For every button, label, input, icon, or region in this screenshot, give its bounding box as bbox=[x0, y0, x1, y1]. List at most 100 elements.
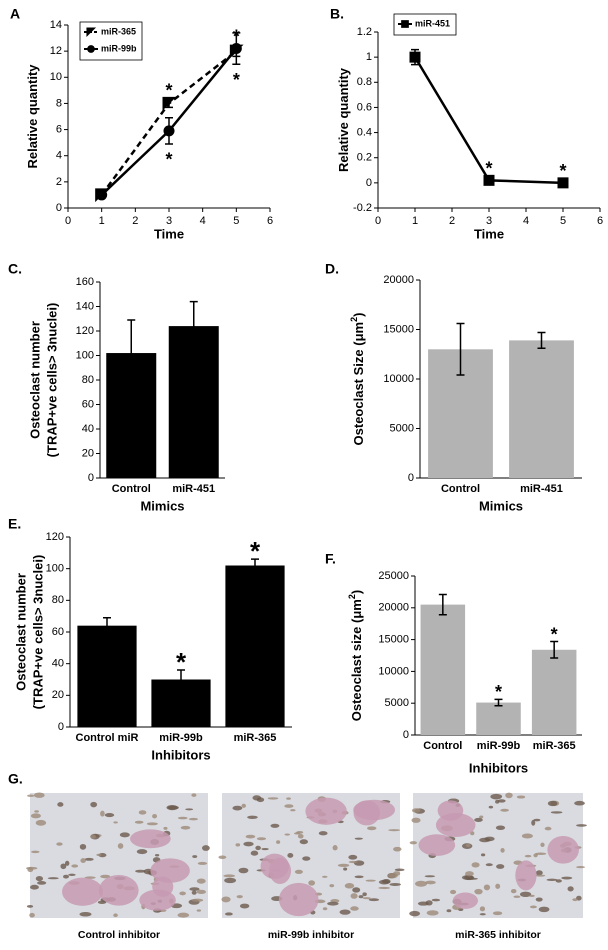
error-bar bbox=[456, 322, 465, 376]
cell bbox=[322, 907, 328, 911]
cell bbox=[154, 854, 160, 857]
cell bbox=[425, 900, 433, 906]
osteoclast bbox=[305, 797, 347, 825]
y-tick-label: 20000 bbox=[383, 274, 414, 286]
y-tick-label: 0 bbox=[366, 177, 372, 189]
cell bbox=[365, 879, 376, 882]
cell bbox=[574, 800, 585, 806]
cell bbox=[138, 810, 147, 815]
cell bbox=[224, 877, 237, 884]
x-axis-label: Time bbox=[154, 226, 184, 241]
y-axis-label-text: Osteoclast Size (μm bbox=[351, 322, 366, 446]
cell bbox=[411, 808, 421, 813]
cell bbox=[245, 834, 256, 839]
marker bbox=[401, 20, 409, 28]
cell bbox=[113, 821, 118, 824]
y-tick-label: 20000 bbox=[378, 602, 409, 614]
cell bbox=[167, 805, 179, 810]
x-tick-label: 1 bbox=[412, 215, 418, 227]
x-tick-label: 2 bbox=[449, 215, 455, 227]
bar bbox=[531, 649, 577, 735]
cell bbox=[243, 841, 254, 847]
cell bbox=[362, 897, 371, 900]
panel-label: G. bbox=[8, 771, 23, 787]
marker bbox=[86, 27, 97, 38]
y-tick-label: 0 bbox=[403, 729, 409, 741]
cell bbox=[550, 811, 563, 814]
bar bbox=[509, 340, 574, 478]
cell bbox=[332, 845, 338, 851]
panel-label: B. bbox=[330, 6, 344, 22]
cell bbox=[68, 873, 76, 876]
x-axis-label: Mimics bbox=[479, 498, 523, 513]
x-tick-label: 0 bbox=[65, 215, 71, 227]
y-tick-label: 2 bbox=[56, 176, 62, 188]
marker bbox=[230, 43, 242, 55]
cell bbox=[177, 816, 188, 820]
cell bbox=[425, 880, 436, 885]
x-tick-label: 4 bbox=[200, 215, 206, 227]
cell bbox=[488, 805, 494, 809]
y-tick-label: 120 bbox=[46, 531, 64, 543]
cell bbox=[529, 905, 537, 909]
cell bbox=[134, 820, 144, 824]
cell bbox=[100, 874, 111, 879]
cell bbox=[343, 867, 348, 871]
osteoclast bbox=[452, 892, 478, 909]
error-bar bbox=[103, 617, 111, 635]
y-tick-label: 0 bbox=[58, 721, 64, 733]
x-tick-label: miR-99b bbox=[477, 740, 521, 752]
y-axis-label-end: ) bbox=[349, 590, 364, 594]
cell bbox=[196, 909, 202, 912]
cell bbox=[535, 897, 543, 902]
x-tick-label: miR-451 bbox=[520, 483, 563, 495]
cell bbox=[367, 826, 377, 831]
bar bbox=[420, 604, 466, 735]
cell bbox=[185, 808, 194, 811]
x-tick-label: 1 bbox=[99, 215, 105, 227]
y-tick-label: 20 bbox=[82, 447, 94, 459]
cell bbox=[354, 837, 363, 840]
cell bbox=[389, 882, 401, 886]
cell bbox=[238, 867, 249, 874]
cell bbox=[96, 853, 102, 856]
cell bbox=[90, 801, 98, 808]
marker bbox=[483, 174, 495, 186]
y-tick-label: 140 bbox=[76, 300, 94, 312]
cell bbox=[223, 874, 236, 878]
cell bbox=[80, 858, 87, 863]
y-tick-label: 0 bbox=[56, 202, 62, 214]
cell bbox=[90, 834, 96, 839]
osteoclast bbox=[353, 800, 380, 826]
cell bbox=[256, 837, 267, 841]
cell bbox=[354, 875, 364, 879]
cell bbox=[276, 840, 281, 844]
significance: * bbox=[165, 150, 172, 170]
cell bbox=[60, 863, 67, 870]
y-tick-label: 0.4 bbox=[357, 126, 372, 138]
cell bbox=[196, 889, 206, 895]
x-tick-label: miR-365 bbox=[234, 732, 277, 744]
cell bbox=[547, 800, 558, 807]
osteoclast bbox=[437, 800, 464, 821]
cell bbox=[201, 845, 210, 851]
cell bbox=[337, 863, 350, 867]
cell bbox=[236, 895, 243, 899]
significance: * bbox=[485, 159, 492, 179]
cell bbox=[25, 866, 38, 870]
cell bbox=[474, 817, 483, 823]
x-tick-label: Control bbox=[112, 483, 151, 495]
y-tick-label: 10 bbox=[50, 71, 62, 83]
cell bbox=[348, 860, 358, 864]
cell bbox=[465, 843, 471, 848]
cell bbox=[424, 875, 436, 878]
y-tick-label: 0 bbox=[408, 472, 414, 484]
cell bbox=[189, 887, 200, 891]
cell bbox=[241, 803, 246, 808]
cell bbox=[318, 831, 328, 836]
significance: * bbox=[495, 682, 502, 702]
significance: * bbox=[165, 80, 172, 100]
y-axis-label: Osteoclast size (μm2) bbox=[347, 590, 364, 721]
cell bbox=[479, 815, 484, 819]
image-caption: Control inhibitor bbox=[78, 929, 160, 941]
